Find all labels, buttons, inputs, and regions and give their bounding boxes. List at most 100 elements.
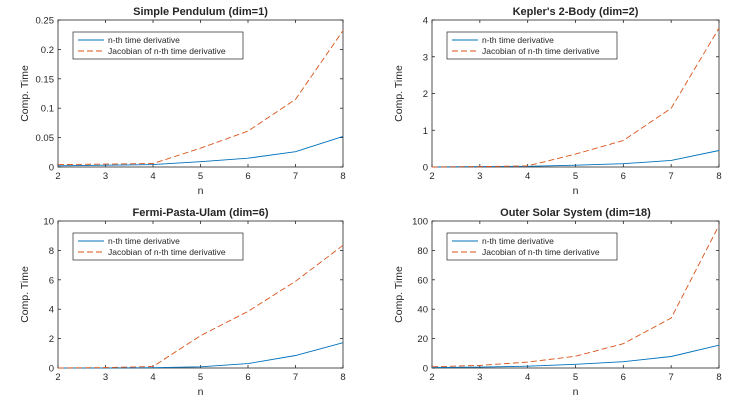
x-tick-label: 4 bbox=[150, 171, 155, 182]
chart-title: Simple Pendulum (dim=1) bbox=[133, 6, 268, 18]
data-point bbox=[527, 366, 528, 367]
chart-title: Fermi-Pasta-Ulam (dim=6) bbox=[132, 207, 268, 219]
legend-box bbox=[446, 232, 618, 261]
y-tick-label: 0.2 bbox=[41, 45, 54, 56]
data-point bbox=[247, 311, 248, 312]
data-point bbox=[152, 367, 153, 368]
chart-4: Outer Solar System (dim=18)2 3 4 5 6 7 8020406… bbox=[393, 207, 722, 398]
chart-title: Outer Solar System (dim=18) bbox=[500, 207, 651, 219]
x-tick-label: 5 bbox=[573, 171, 578, 182]
data-point bbox=[718, 345, 719, 346]
data-point bbox=[718, 27, 719, 28]
data-point bbox=[718, 225, 719, 226]
data-point bbox=[152, 164, 153, 165]
data-point bbox=[431, 366, 432, 367]
y-axis-label: Comp. Time bbox=[393, 266, 405, 323]
data-point bbox=[575, 356, 576, 357]
legend-box bbox=[72, 232, 244, 261]
x-tick-label: 3 bbox=[477, 171, 482, 182]
chart-1: Simple Pendulum (dim=1) 2 3 4 5 6 7 8 0 0.05 0.1 0.… bbox=[19, 6, 346, 197]
data-point bbox=[200, 366, 201, 367]
x-tick-label: 3 bbox=[103, 171, 108, 182]
data-point bbox=[671, 317, 672, 318]
y-tick-label: 0.1 bbox=[41, 104, 54, 115]
legend-entry: Jacobian of n-th time derivative bbox=[482, 247, 600, 257]
x-tick-label: 3 bbox=[477, 372, 482, 383]
y-tick-label: 0 bbox=[49, 364, 54, 375]
data-point bbox=[718, 150, 719, 151]
x-tick-label: 2 bbox=[55, 171, 60, 182]
y-tick-label: 0.25 bbox=[36, 16, 55, 27]
legend-entry: n-th time derivative bbox=[482, 236, 554, 246]
y-axis-label: Comp. Time bbox=[19, 65, 31, 122]
legend-box bbox=[446, 31, 618, 60]
x-axis-label: n bbox=[198, 386, 204, 398]
x-tick-label: 4 bbox=[525, 171, 530, 182]
data-point bbox=[342, 245, 343, 246]
x-tick-label: 2 bbox=[429, 171, 434, 182]
data-point bbox=[295, 99, 296, 100]
y-tick-label: 1 bbox=[423, 126, 428, 137]
data-point bbox=[623, 140, 624, 141]
y-tick-label: 3 bbox=[423, 52, 428, 63]
x-tick-label: 6 bbox=[245, 171, 250, 182]
data-point bbox=[342, 30, 343, 31]
legend-entry: Jacobian of n-th time derivative bbox=[482, 46, 600, 56]
data-point bbox=[105, 367, 106, 368]
series-line-1 bbox=[431, 344, 720, 369]
y-tick-label: 0.05 bbox=[36, 133, 55, 144]
x-tick-label: 8 bbox=[340, 372, 345, 383]
data-point bbox=[152, 366, 153, 367]
data-point bbox=[575, 154, 576, 155]
y-tick-label: 20 bbox=[417, 334, 428, 345]
y-tick-label: 0 bbox=[423, 364, 428, 375]
legend-entry: n-th time derivative bbox=[482, 35, 554, 45]
data-point bbox=[105, 163, 106, 164]
data-point bbox=[295, 281, 296, 282]
data-point bbox=[575, 364, 576, 365]
data-point bbox=[105, 165, 106, 166]
chart-2: Kepler's 2-Body (dim=2) 2 3 4 5 6 7 8 0 1 2 3 4 n Comp… bbox=[393, 6, 722, 197]
chart-3: Fermi-Pasta-Ulam (dim=6)2 3 4 5 6 7 80246810nC… bbox=[19, 207, 346, 398]
y-tick-label: 8 bbox=[49, 246, 54, 257]
data-point bbox=[57, 367, 58, 368]
data-point bbox=[623, 343, 624, 344]
data-point bbox=[671, 108, 672, 109]
data-point bbox=[479, 365, 480, 366]
data-point bbox=[623, 163, 624, 164]
x-tick-label: 7 bbox=[669, 171, 674, 182]
y-tick-label: 0 bbox=[423, 163, 428, 174]
data-point bbox=[57, 164, 58, 165]
data-point bbox=[623, 361, 624, 362]
legend-entry: Jacobian of n-th time derivative bbox=[108, 247, 226, 257]
y-tick-label: 0 bbox=[49, 163, 54, 174]
x-tick-label: 7 bbox=[293, 372, 298, 383]
x-tick-label: 6 bbox=[621, 372, 626, 383]
x-axis-label: n bbox=[573, 185, 579, 197]
data-point bbox=[479, 367, 480, 368]
series-line-1 bbox=[57, 135, 344, 167]
data-point bbox=[342, 136, 343, 137]
x-tick-label: 8 bbox=[340, 171, 345, 182]
data-point bbox=[527, 165, 528, 166]
series-line-2 bbox=[57, 244, 344, 369]
y-tick-label: 80 bbox=[417, 246, 428, 257]
y-tick-label: 60 bbox=[417, 275, 428, 286]
y-tick-label: 4 bbox=[49, 305, 54, 316]
x-tick-label: 4 bbox=[150, 372, 155, 383]
data-point bbox=[200, 335, 201, 336]
data-point bbox=[575, 165, 576, 166]
data-point bbox=[247, 131, 248, 132]
data-point bbox=[479, 166, 480, 167]
y-tick-label: 2 bbox=[49, 334, 54, 345]
x-tick-label: 2 bbox=[55, 372, 60, 383]
x-axis-label: n bbox=[573, 386, 579, 398]
x-tick-label: 8 bbox=[716, 171, 721, 182]
x-tick-label: 2 bbox=[429, 372, 434, 383]
x-tick-label: 5 bbox=[573, 372, 578, 383]
x-tick-label: 5 bbox=[198, 171, 203, 182]
data-point bbox=[152, 163, 153, 164]
x-tick-label: 6 bbox=[621, 171, 626, 182]
legend-entry: n-th time derivative bbox=[108, 35, 180, 45]
